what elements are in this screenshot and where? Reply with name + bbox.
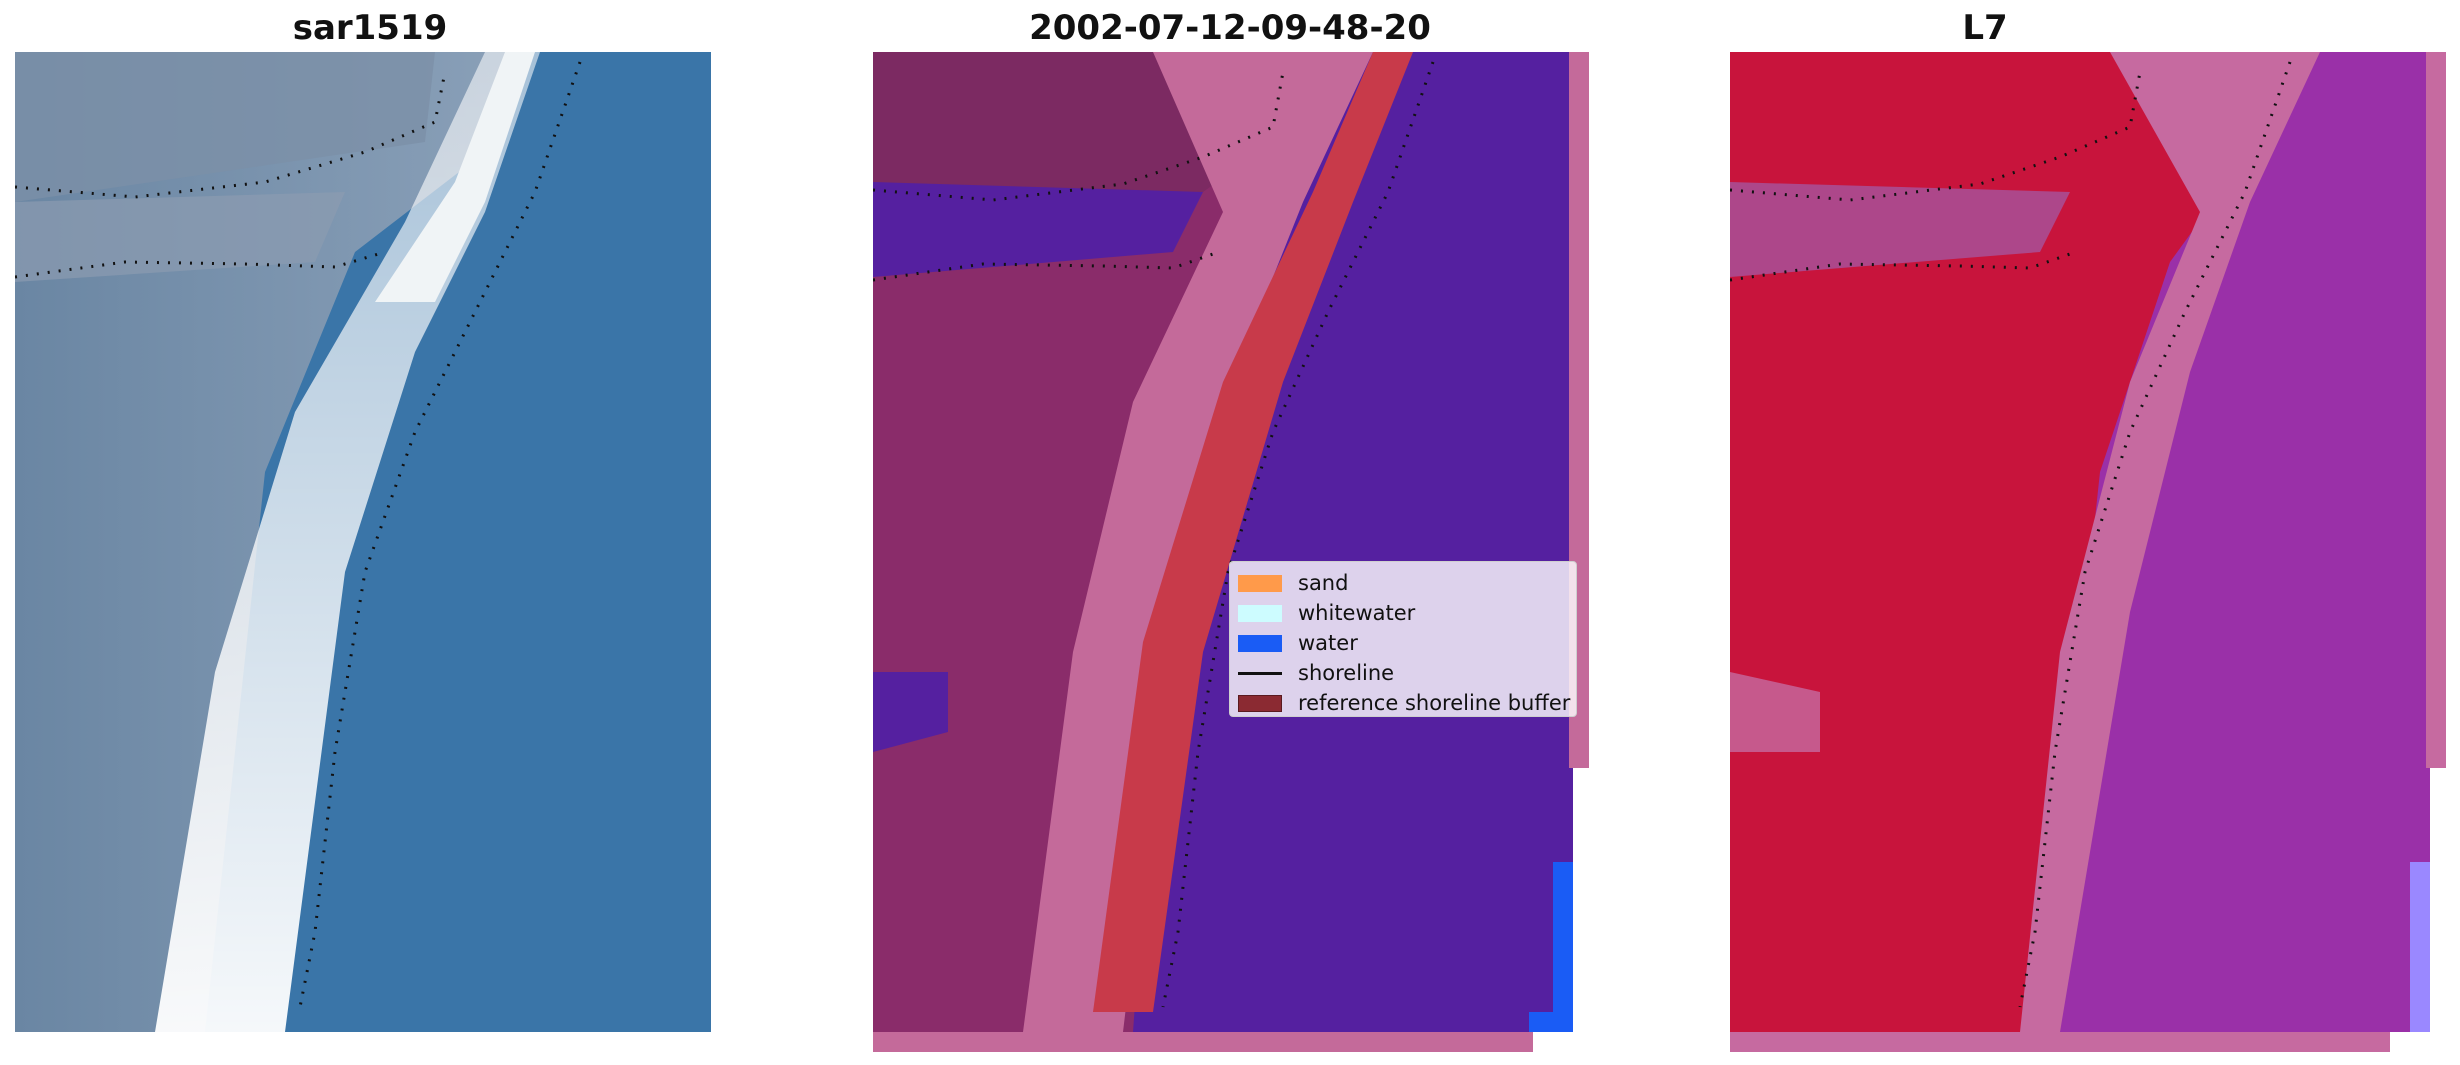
legend-item-shoreline: shoreline [1238,658,1568,688]
legend: sand whitewater water shoreline referenc… [1229,561,1577,717]
legend-swatch-reference-buffer [1238,694,1282,712]
legend-swatch-whitewater [1238,604,1282,622]
legend-item-whitewater: whitewater [1238,598,1568,628]
classified-image [873,52,1589,1052]
panel-mndwi: L7 [1690,0,2460,1065]
legend-swatch-water [1238,634,1282,652]
legend-item-water: water [1238,628,1568,658]
panel-classified: 2002-07-12-09-48-20 [820,0,1640,1065]
legend-line-shoreline [1238,671,1282,675]
panel-title-mndwi: L7 [1962,8,2008,48]
mndwi-image [1730,52,2446,1052]
mndwi-land [1730,52,2290,1032]
shoreline-south [15,250,386,279]
classified-surf-band [1023,52,1373,1032]
classified-buffer [1093,52,1413,1012]
shoreline-north [15,71,447,199]
legend-item-reference-buffer: reference shoreline buffer [1238,688,1570,718]
land-area [15,52,515,1032]
panel-rgb: sar1519 [0,0,740,1065]
whitewater-band [155,52,540,1032]
classified-water-channel [873,182,1203,277]
mndwi-surf-band [2020,52,2320,1032]
legend-swatch-sand [1238,574,1282,592]
panel-title-classified: 2002-07-12-09-48-20 [1029,8,1431,48]
legend-item-sand: sand [1238,568,1568,598]
panel-title-rgb: sar1519 [292,8,448,48]
rgb-image [15,52,711,1032]
